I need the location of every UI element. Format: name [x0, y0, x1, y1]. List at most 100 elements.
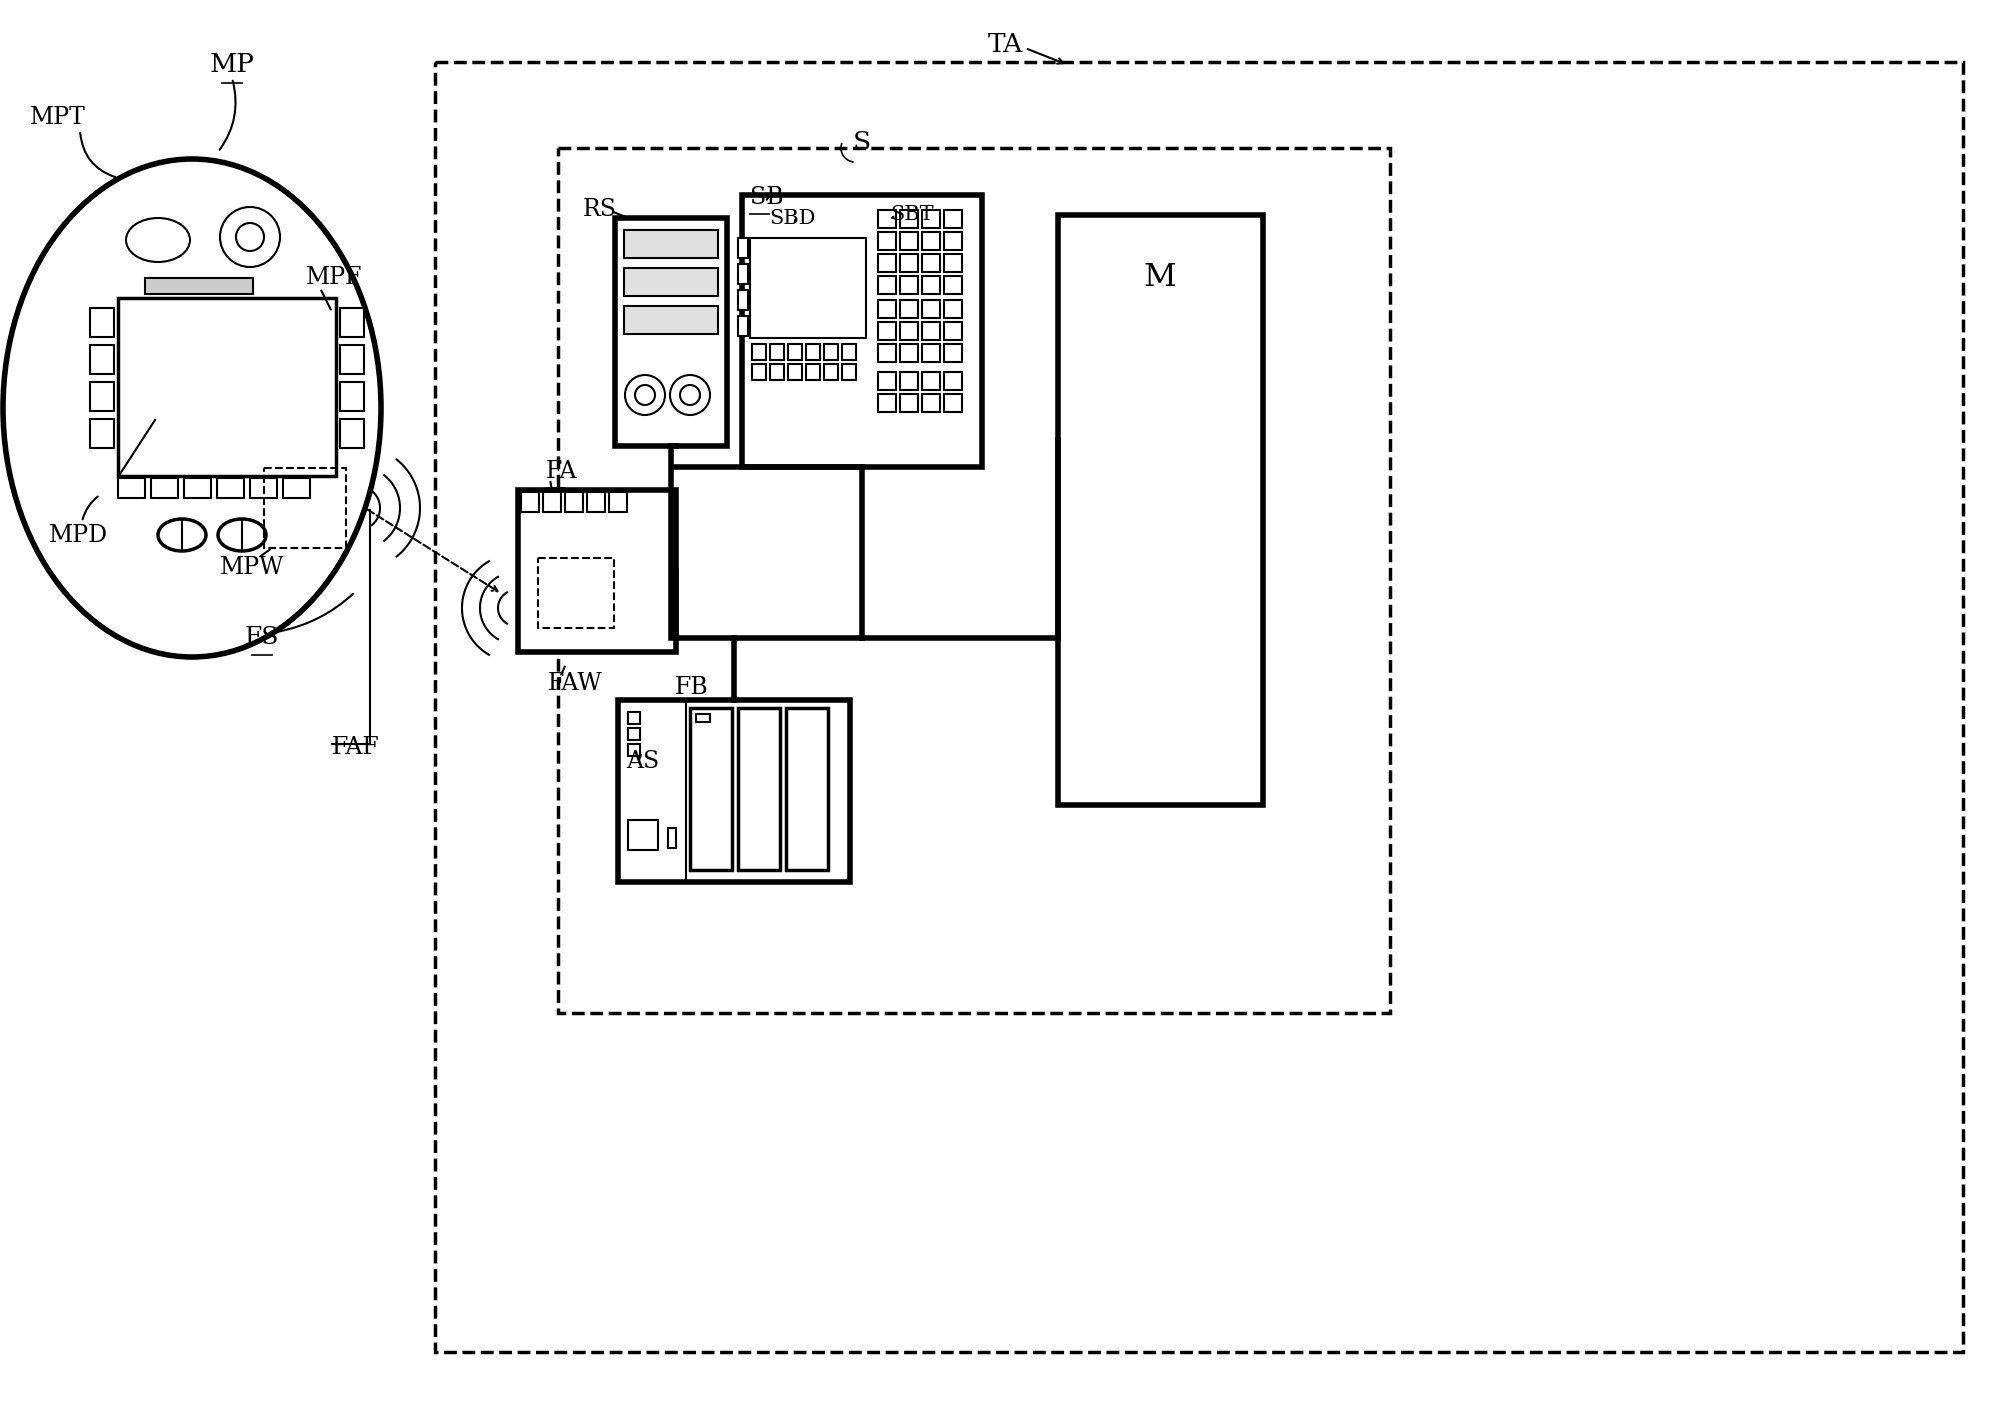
- Text: SB: SB: [750, 186, 784, 210]
- Bar: [628, 819, 658, 850]
- Bar: [738, 238, 748, 258]
- Circle shape: [636, 384, 656, 406]
- Bar: [900, 253, 918, 272]
- Bar: [944, 276, 962, 294]
- Text: MPT: MPT: [30, 107, 86, 130]
- Bar: [878, 344, 896, 362]
- Bar: [944, 253, 962, 272]
- Bar: [944, 322, 962, 339]
- Text: TA: TA: [986, 32, 1023, 58]
- Bar: [517, 490, 676, 652]
- Bar: [824, 365, 838, 380]
- Bar: [878, 322, 896, 339]
- Bar: [944, 232, 962, 251]
- Text: AS: AS: [626, 750, 660, 773]
- Text: SBT: SBT: [890, 206, 932, 224]
- Bar: [842, 365, 856, 380]
- Bar: [90, 420, 114, 448]
- Bar: [788, 365, 802, 380]
- Text: MPW: MPW: [221, 556, 285, 580]
- Bar: [922, 394, 940, 413]
- Text: MP: MP: [209, 52, 255, 77]
- Bar: [283, 477, 311, 498]
- Bar: [339, 345, 363, 375]
- Bar: [90, 382, 114, 411]
- Bar: [878, 394, 896, 413]
- Bar: [624, 306, 718, 334]
- Bar: [944, 344, 962, 362]
- Text: FA: FA: [545, 460, 577, 483]
- Bar: [922, 300, 940, 318]
- Bar: [696, 714, 710, 722]
- Bar: [668, 828, 676, 848]
- Bar: [217, 477, 245, 498]
- Bar: [752, 344, 766, 360]
- Bar: [842, 344, 856, 360]
- Bar: [624, 230, 718, 258]
- Bar: [738, 315, 748, 337]
- Bar: [435, 62, 1963, 1352]
- Bar: [944, 300, 962, 318]
- Bar: [738, 265, 748, 284]
- Text: MPF: MPF: [307, 266, 363, 290]
- Bar: [610, 491, 628, 513]
- Bar: [878, 253, 896, 272]
- Circle shape: [626, 375, 666, 415]
- Bar: [742, 194, 982, 467]
- Ellipse shape: [219, 520, 267, 551]
- Bar: [878, 372, 896, 390]
- Bar: [521, 491, 539, 513]
- Bar: [900, 276, 918, 294]
- Bar: [944, 210, 962, 228]
- Bar: [750, 238, 866, 338]
- Bar: [565, 491, 583, 513]
- Bar: [624, 268, 718, 296]
- Bar: [339, 382, 363, 411]
- Bar: [922, 372, 940, 390]
- Bar: [900, 372, 918, 390]
- Bar: [339, 308, 363, 337]
- Bar: [806, 344, 820, 360]
- Bar: [900, 300, 918, 318]
- Bar: [878, 276, 896, 294]
- Bar: [900, 344, 918, 362]
- Bar: [922, 253, 940, 272]
- Bar: [900, 210, 918, 228]
- Bar: [618, 700, 850, 881]
- Bar: [878, 210, 896, 228]
- Text: FS: FS: [245, 627, 279, 649]
- Circle shape: [221, 207, 281, 268]
- Bar: [806, 365, 820, 380]
- Bar: [900, 394, 918, 413]
- Bar: [251, 477, 277, 498]
- Bar: [900, 322, 918, 339]
- Bar: [922, 322, 940, 339]
- Bar: [878, 232, 896, 251]
- Bar: [616, 218, 726, 446]
- Bar: [738, 290, 748, 310]
- Text: S: S: [852, 131, 870, 155]
- Bar: [144, 277, 253, 294]
- Bar: [118, 298, 335, 476]
- Text: RS: RS: [583, 199, 618, 221]
- Bar: [922, 276, 940, 294]
- Bar: [900, 232, 918, 251]
- Bar: [339, 420, 363, 448]
- Circle shape: [237, 222, 265, 251]
- Bar: [587, 491, 606, 513]
- Text: MPD: MPD: [48, 524, 108, 546]
- Bar: [1057, 215, 1263, 805]
- Ellipse shape: [158, 520, 207, 551]
- Text: FB: FB: [676, 676, 708, 700]
- Bar: [90, 345, 114, 375]
- Bar: [824, 344, 838, 360]
- Bar: [628, 712, 640, 724]
- Bar: [690, 708, 732, 870]
- Bar: [184, 477, 211, 498]
- Ellipse shape: [2, 159, 381, 658]
- Text: FAW: FAW: [547, 673, 602, 696]
- Ellipse shape: [126, 218, 190, 262]
- Bar: [770, 365, 784, 380]
- Bar: [944, 394, 962, 413]
- Bar: [90, 308, 114, 337]
